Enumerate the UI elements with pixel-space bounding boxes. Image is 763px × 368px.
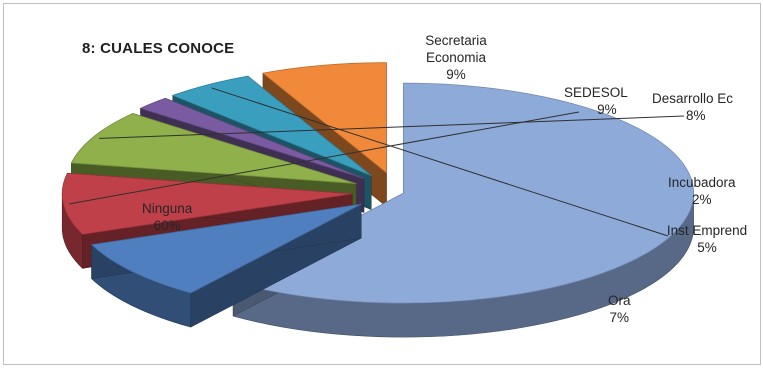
data-label-name: Secretaria Economia bbox=[425, 33, 487, 65]
data-label-secretaria: Secretaria Economia 9% bbox=[406, 32, 506, 83]
data-label-ninguna: Ninguna 60% bbox=[142, 200, 192, 234]
data-label-value: 8% bbox=[686, 108, 706, 123]
pie-slice-top bbox=[61, 172, 353, 235]
pie-chart bbox=[61, 62, 694, 338]
leader-line bbox=[69, 111, 580, 205]
data-label-value: 5% bbox=[697, 240, 717, 255]
data-label-name: Ninguna bbox=[142, 201, 193, 216]
chart-title: 8: CUALES CONOCE bbox=[82, 40, 235, 57]
pie-slice-top bbox=[139, 97, 365, 179]
data-label-ora: Ora 7% bbox=[608, 292, 631, 326]
data-label-value: 9% bbox=[446, 67, 466, 82]
data-label-sedesol: SEDESOL 9% bbox=[564, 84, 628, 118]
data-label-value: 2% bbox=[692, 192, 712, 207]
data-label-name: SEDESOL bbox=[564, 85, 628, 100]
data-label-name: Ora bbox=[608, 293, 631, 308]
data-label-name: Incubadora bbox=[668, 175, 736, 190]
pie-slice-1 bbox=[90, 203, 362, 328]
data-label-value: 60% bbox=[153, 218, 181, 233]
data-label-name: Inst Emprend bbox=[666, 223, 748, 238]
data-label-name: Desarrollo Ec bbox=[652, 91, 734, 106]
data-label-incubadora: Incubadora 2% bbox=[668, 174, 736, 208]
pie-slice-top bbox=[171, 75, 372, 176]
data-label-inst-emprend: Inst Emprend 5% bbox=[662, 222, 752, 256]
pie-slice-top bbox=[70, 113, 357, 184]
data-label-value: 7% bbox=[609, 310, 630, 325]
pie-slice-top bbox=[232, 82, 694, 304]
data-label-desarrollo: Desarrollo Ec 8% bbox=[652, 90, 733, 124]
chart-frame: 8: CUALES CONOCE Ninguna 60% Secretaria … bbox=[3, 3, 761, 365]
pie-slice-top bbox=[90, 203, 362, 294]
pie-slice-top bbox=[261, 62, 387, 174]
data-label-value: 9% bbox=[597, 102, 617, 117]
leader-line bbox=[99, 115, 685, 139]
leader-line bbox=[211, 87, 669, 237]
